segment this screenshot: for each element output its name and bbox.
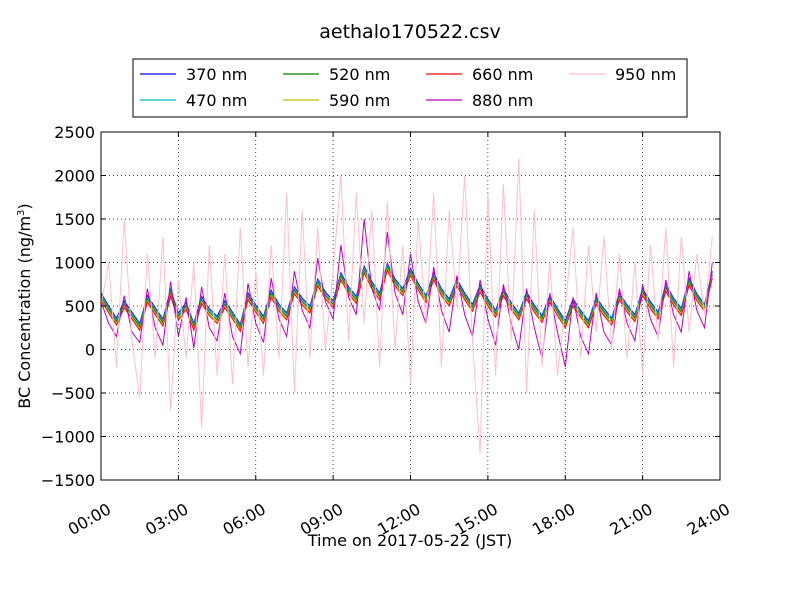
legend-label: 660 nm <box>472 65 533 84</box>
series-line-950-nm <box>101 158 713 454</box>
legend-label: 370 nm <box>186 65 247 84</box>
y-axis-label: BC Concentration (ng/m3) <box>15 203 34 408</box>
y-tick-label: 1000 <box>54 254 95 273</box>
y-tick-label: 2000 <box>54 167 95 186</box>
series-line-370-nm <box>101 261 713 326</box>
legend-label: 590 nm <box>329 91 390 110</box>
y-axis-label-end: ) <box>15 203 34 209</box>
legend-label: 470 nm <box>186 91 247 110</box>
series-lines <box>101 158 713 454</box>
chart-title: aethalo170522.csv <box>319 21 501 43</box>
y-tick-label: −1000 <box>41 428 95 447</box>
y-tick-label: 2500 <box>54 123 95 142</box>
legend-label: 950 nm <box>615 65 676 84</box>
x-axis-label: Time on 2017-05-22 (JST) <box>307 531 512 550</box>
y-ticks: −1500 −1000 −500 0 500 1000 1500 2000 2500 <box>41 123 720 490</box>
legend-label: 520 nm <box>329 65 390 84</box>
legend: 370 nm 470 nm 520 nm 590 nm 660 nm 880 nm 950 … <box>132 58 688 118</box>
y-tick-label: 1500 <box>54 210 95 229</box>
y-tick-label: −500 <box>51 384 95 403</box>
legend-label: 880 nm <box>472 91 533 110</box>
y-axis-label-sup: 3 <box>16 210 27 216</box>
series-line-880-nm <box>101 218 713 368</box>
y-tick-label: −1500 <box>41 471 95 490</box>
y-tick-label: 0 <box>85 341 95 360</box>
y-axis-label-main: BC Concentration (ng/m <box>15 216 34 409</box>
y-tick-label: 500 <box>64 297 95 316</box>
legend-box <box>132 58 688 118</box>
